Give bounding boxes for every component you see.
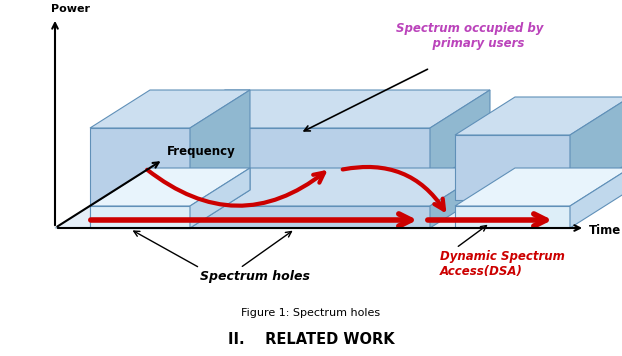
Polygon shape xyxy=(165,168,490,206)
Polygon shape xyxy=(190,90,250,228)
Polygon shape xyxy=(165,90,490,128)
Polygon shape xyxy=(570,168,622,228)
Polygon shape xyxy=(165,128,430,183)
Polygon shape xyxy=(90,90,250,128)
Polygon shape xyxy=(455,206,570,228)
Polygon shape xyxy=(455,168,622,206)
Text: Frequency: Frequency xyxy=(167,145,236,158)
Text: Time: Time xyxy=(589,224,621,236)
Text: Figure 1: Spectrum holes: Figure 1: Spectrum holes xyxy=(241,308,381,318)
Polygon shape xyxy=(570,97,622,200)
Text: Spectrum occupied by
    primary users: Spectrum occupied by primary users xyxy=(396,22,544,50)
Polygon shape xyxy=(190,168,250,228)
Polygon shape xyxy=(430,168,490,228)
Polygon shape xyxy=(455,135,570,200)
Polygon shape xyxy=(430,90,490,183)
Polygon shape xyxy=(165,206,430,228)
Text: Spectrum holes: Spectrum holes xyxy=(200,270,310,283)
Text: Power: Power xyxy=(51,4,90,14)
Polygon shape xyxy=(90,128,190,228)
Polygon shape xyxy=(455,97,622,135)
Text: Dynamic Spectrum
Access(DSA): Dynamic Spectrum Access(DSA) xyxy=(440,250,565,278)
Polygon shape xyxy=(90,168,250,206)
Text: II.    RELATED WORK: II. RELATED WORK xyxy=(228,332,394,347)
Polygon shape xyxy=(55,190,605,228)
Polygon shape xyxy=(90,206,190,228)
